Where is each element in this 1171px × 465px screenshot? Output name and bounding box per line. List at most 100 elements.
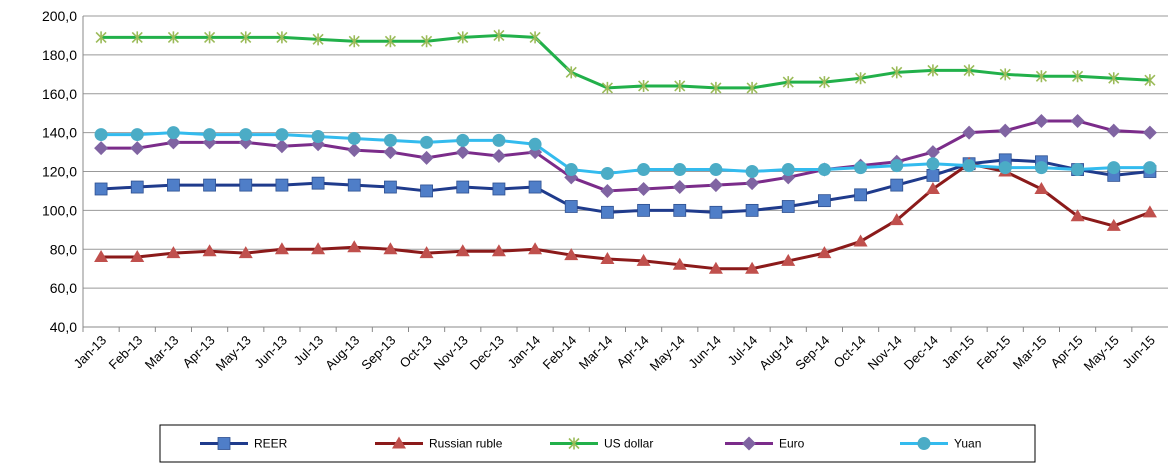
line: [101, 162, 1151, 271]
x-tick-label: Dec-14: [901, 333, 941, 373]
marker: [745, 261, 760, 274]
x-tick-label: Feb-13: [106, 333, 146, 373]
x-tick-label: Jan-15: [938, 333, 977, 372]
marker: [492, 133, 506, 147]
marker: [311, 130, 325, 144]
marker: [204, 31, 216, 44]
marker: [782, 76, 794, 89]
marker: [710, 81, 722, 94]
marker: [311, 176, 325, 190]
marker: [275, 178, 289, 192]
marker: [456, 133, 470, 147]
series: [94, 156, 1157, 274]
marker: [638, 79, 650, 92]
marker: [1072, 70, 1084, 83]
marker: [854, 188, 867, 202]
marker: [383, 145, 398, 160]
marker: [672, 257, 687, 270]
marker: [239, 128, 253, 142]
legend-label: US dollar: [604, 437, 653, 451]
marker: [166, 126, 180, 140]
marker: [709, 205, 723, 219]
y-tick-label: 80,0: [50, 241, 77, 257]
marker: [818, 76, 830, 89]
marker: [962, 159, 976, 173]
x-tick-label: Sep-13: [358, 333, 398, 373]
marker: [528, 180, 542, 194]
marker: [491, 148, 506, 163]
x-tick-label: Feb-15: [974, 333, 1014, 373]
marker: [1142, 205, 1157, 218]
marker: [347, 240, 362, 253]
marker: [745, 203, 759, 217]
marker: [384, 180, 397, 194]
marker: [600, 166, 614, 180]
marker: [419, 150, 434, 165]
marker: [419, 246, 434, 259]
marker: [275, 128, 289, 142]
marker: [1034, 181, 1049, 194]
marker: [130, 141, 145, 156]
marker: [709, 163, 723, 177]
marker: [1106, 218, 1121, 231]
marker: [998, 161, 1012, 175]
marker: [347, 143, 362, 158]
legend-label: Yuan: [954, 437, 981, 451]
marker: [568, 437, 580, 450]
marker: [817, 163, 831, 177]
x-tick-label: Dec-13: [467, 333, 507, 373]
x-tick-label: Aug-14: [756, 333, 796, 373]
x-tick-label: Apr-14: [613, 333, 651, 371]
marker: [600, 251, 615, 264]
y-tick-label: 40,0: [50, 319, 77, 335]
marker: [130, 128, 144, 142]
marker: [392, 436, 406, 449]
marker: [130, 180, 144, 194]
marker: [457, 31, 469, 44]
marker: [348, 35, 360, 48]
marker: [636, 253, 651, 266]
marker: [166, 135, 181, 150]
marker: [674, 79, 686, 92]
marker: [94, 250, 109, 263]
marker: [564, 200, 578, 213]
marker: [999, 68, 1011, 81]
marker: [312, 33, 324, 46]
marker: [963, 64, 975, 77]
series: [95, 29, 1156, 94]
x-tick-label: Jun-13: [251, 333, 290, 372]
marker: [672, 180, 687, 195]
marker: [238, 246, 253, 259]
marker: [708, 178, 723, 193]
marker: [383, 242, 398, 255]
marker: [95, 31, 107, 44]
y-tick-label: 160,0: [42, 86, 77, 102]
x-tick-label: Nov-13: [431, 333, 471, 373]
marker: [311, 242, 326, 255]
marker: [745, 176, 760, 191]
marker: [492, 182, 506, 196]
marker: [274, 242, 289, 255]
marker: [1106, 123, 1121, 138]
y-tick-label: 200,0: [42, 8, 77, 24]
marker: [203, 128, 217, 142]
marker: [384, 35, 396, 48]
marker: [927, 64, 939, 77]
marker: [1144, 74, 1156, 87]
series: [94, 126, 1157, 180]
marker: [818, 194, 831, 208]
y-tick-label: 60,0: [50, 280, 77, 296]
marker: [926, 157, 940, 171]
marker: [673, 203, 687, 217]
marker: [601, 205, 614, 219]
series: [94, 153, 1157, 219]
marker: [564, 248, 579, 261]
marker: [1034, 113, 1049, 128]
x-tick-label: Aug-13: [322, 333, 362, 373]
y-tick-label: 180,0: [42, 47, 77, 63]
x-tick-label: Oct-13: [397, 333, 435, 371]
marker: [491, 244, 506, 257]
marker: [1142, 125, 1157, 140]
line: [101, 33, 1151, 90]
marker: [217, 437, 231, 450]
